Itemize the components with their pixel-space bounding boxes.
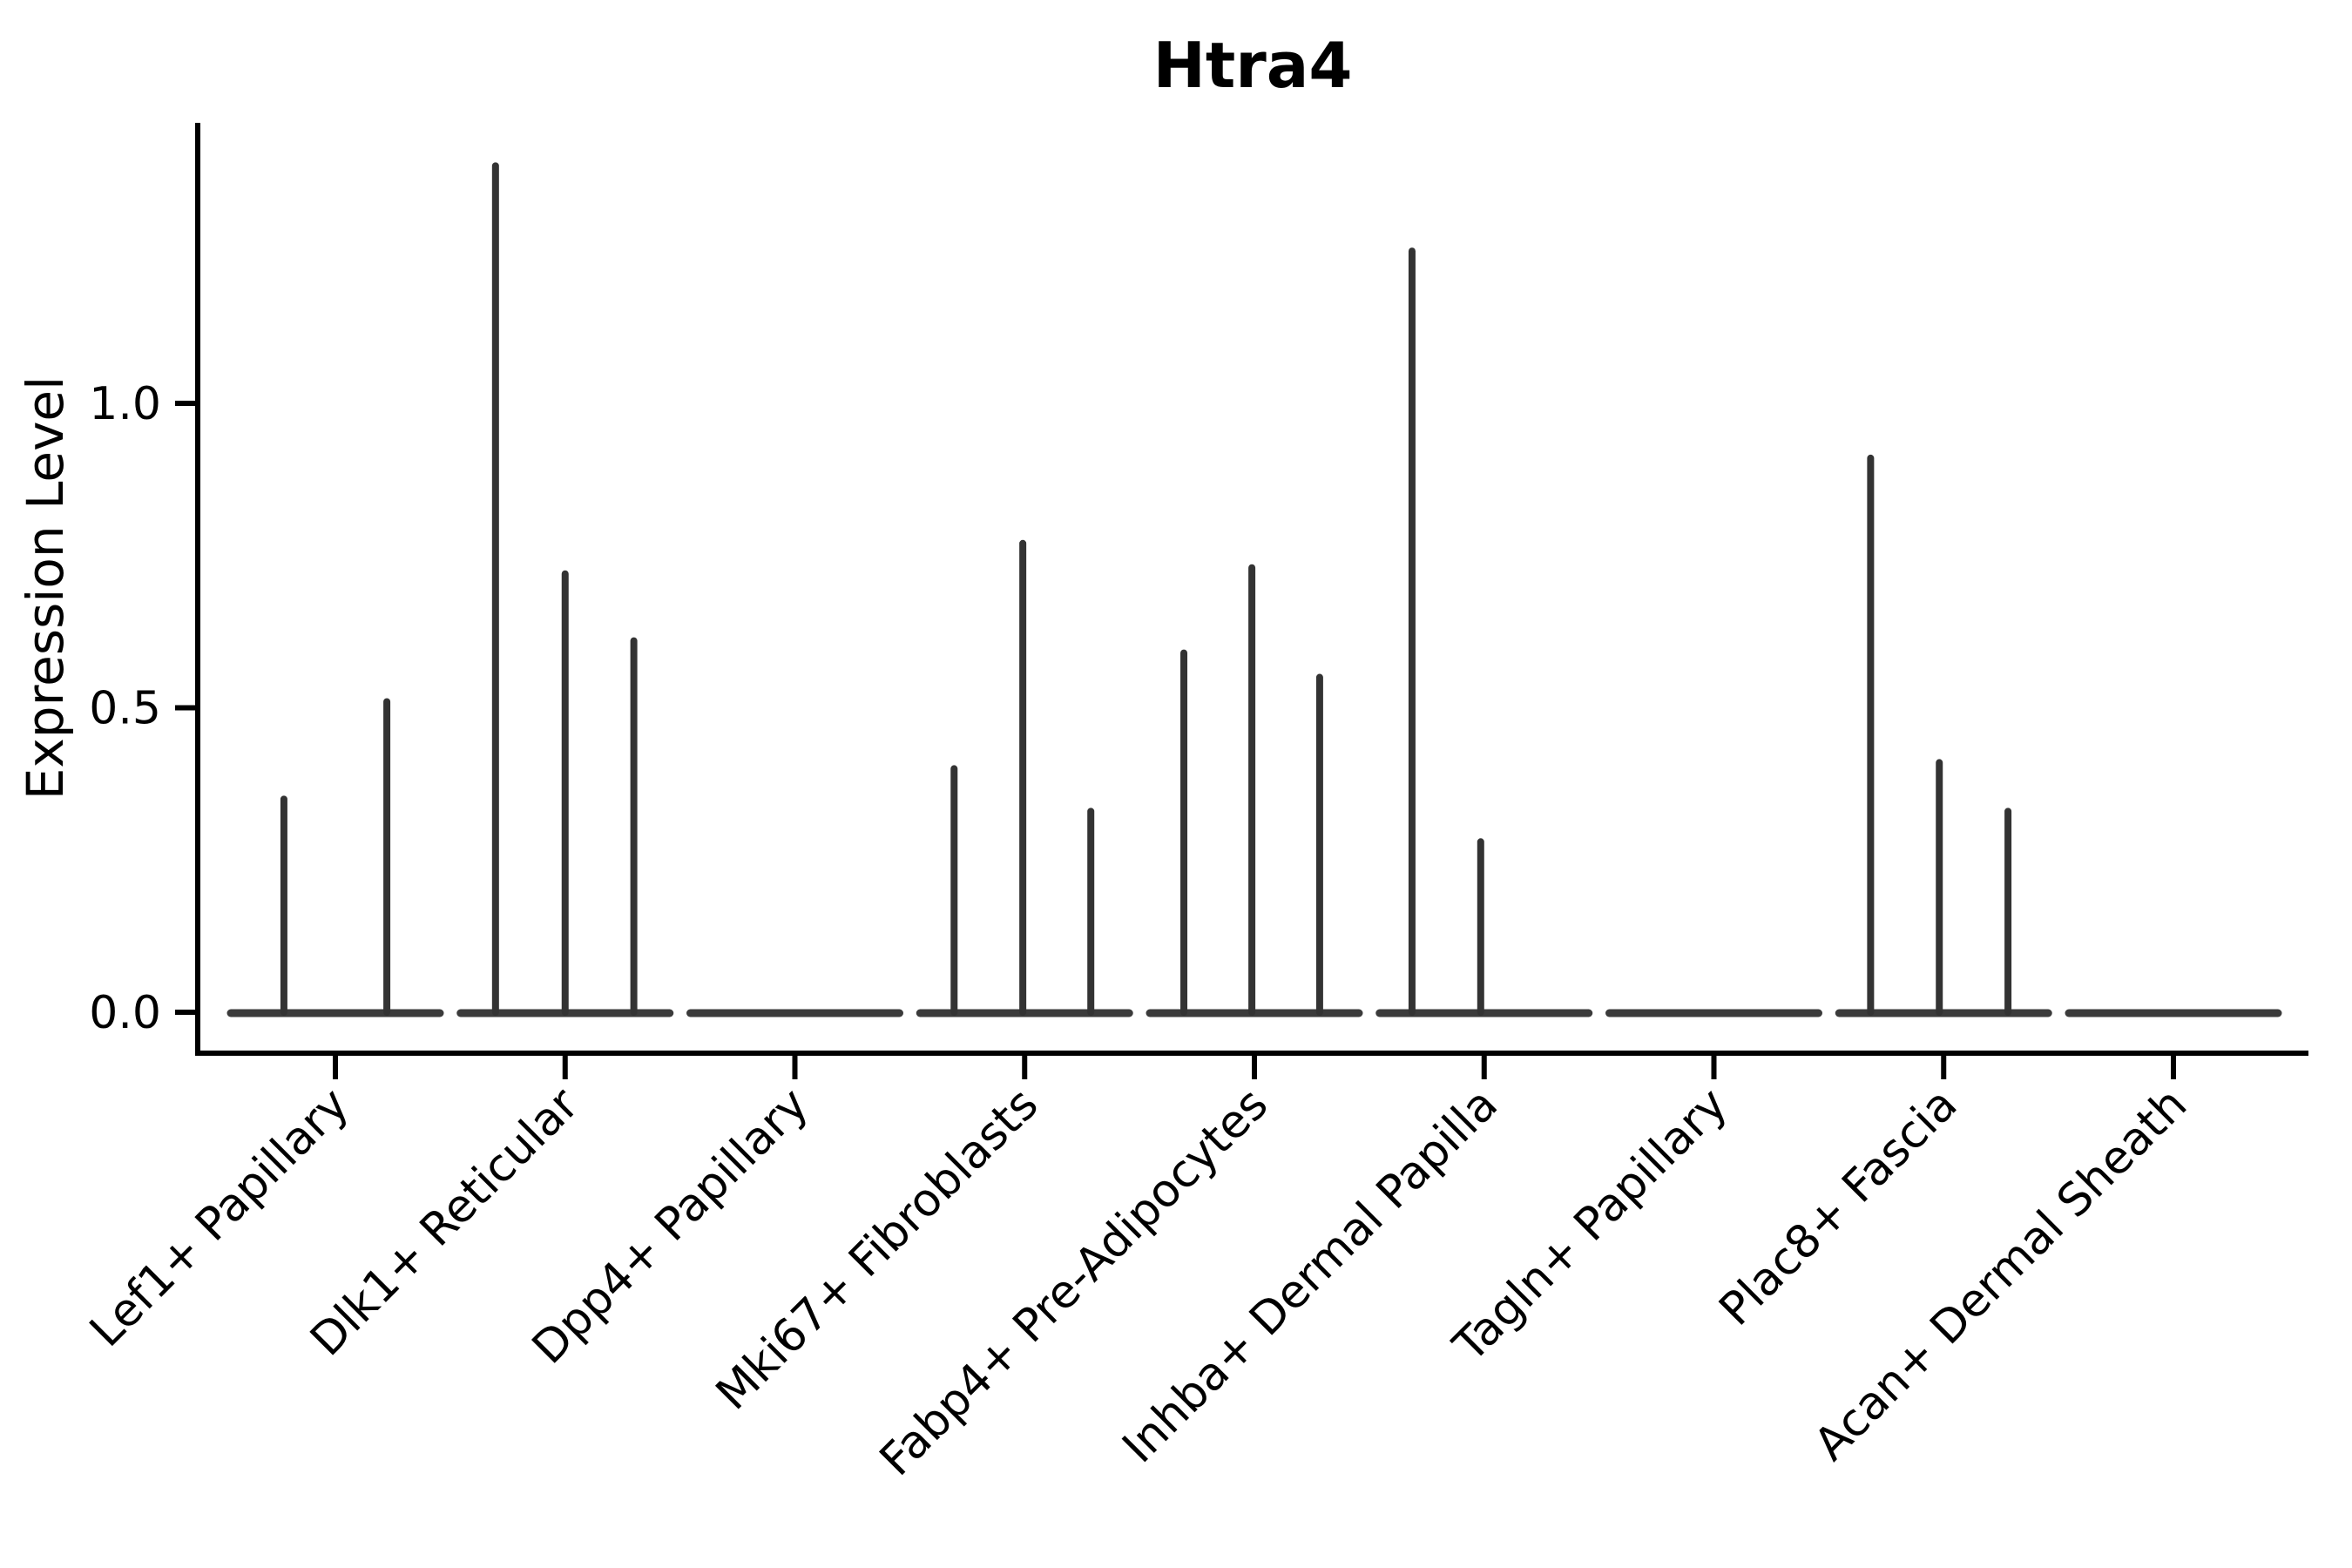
y-tick-label: 0.0	[89, 987, 161, 1039]
y-axis-title: Expression Level	[16, 376, 75, 800]
x-tick-label: Acan+ Dermal Sheath	[1805, 1078, 2198, 1471]
y-tick-label: 0.5	[89, 683, 161, 735]
y-tick-label: 1.0	[89, 378, 161, 430]
chart-title: Htra4	[1153, 29, 1353, 102]
x-tick-label: Inhba+ Dermal Papilla	[1112, 1078, 1507, 1473]
x-tick-label: Fabp4+ Pre-Adipocytes	[870, 1078, 1278, 1486]
x-tick-label: Plac8+ Fascia	[1710, 1078, 1968, 1336]
